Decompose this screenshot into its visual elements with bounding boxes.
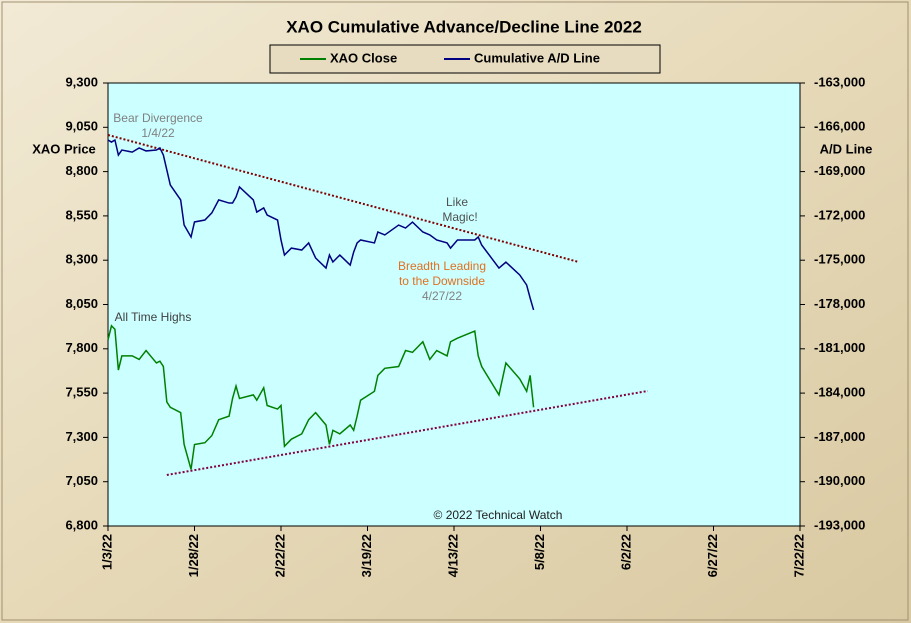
annotation: Breadth Leading [398,259,486,273]
y-tick-label: 8,300 [65,252,98,267]
y-tick-label: 8,800 [65,163,98,178]
plot-area [107,82,801,527]
y-tick-label: 7,800 [65,340,98,355]
series-line [107,324,535,470]
y-tick-label: 9,300 [65,74,98,89]
y-tick-label: 7,300 [65,429,98,444]
x-tick-label: 2/22/22 [272,534,287,577]
y-tick-label: 8,550 [65,207,98,222]
y-tick-label: 8,050 [65,296,98,311]
x-tick-label: 6/27/22 [705,534,720,577]
y2-tick-label: -169,000 [814,163,865,178]
x-tick-label: 5/8/22 [532,534,547,570]
annotation: 1/4/22 [141,126,175,140]
legend-label: Cumulative A/D Line [474,50,600,65]
y-tick-label: 7,550 [65,385,98,400]
x-tick-label: 4/13/22 [445,534,460,577]
y2-tick-label: -184,000 [814,385,865,400]
y-tick-label: 6,800 [65,517,98,532]
x-tick-label: 6/2/22 [618,534,633,570]
y-tick-label: 7,050 [65,473,98,488]
y-axis-label: XAO Price [32,141,96,156]
y2-tick-label: -193,000 [814,517,865,532]
y2-axis-label: A/D Line [820,141,873,156]
y2-tick-label: -181,000 [814,340,865,355]
y-tick-label: 9,050 [65,119,98,134]
trend-line [107,134,579,263]
x-tick-label: 1/3/22 [99,534,114,570]
y2-tick-label: -178,000 [814,296,865,311]
x-tick-label: 3/19/22 [359,534,374,577]
trend-line [166,389,648,476]
annotation: 4/27/22 [422,289,462,303]
chart-title: XAO Cumulative Advance/Decline Line 2022 [286,17,642,36]
annotation: Like [446,195,468,209]
annotation: All Time Highs [115,310,192,324]
legend-label: XAO Close [330,50,397,65]
series-line [107,138,535,311]
annotation: © 2022 Technical Watch [434,508,563,522]
x-tick-label: 7/22/22 [791,534,806,577]
y2-tick-label: -172,000 [814,207,865,222]
y2-tick-label: -166,000 [814,119,865,134]
y2-tick-label: -187,000 [814,429,865,444]
annotation: Bear Divergence [113,111,203,125]
y2-tick-label: -190,000 [814,473,865,488]
x-tick-label: 1/28/22 [186,534,201,577]
y2-tick-label: -163,000 [814,74,865,89]
annotation: to the Downside [399,274,485,288]
y2-tick-label: -175,000 [814,252,865,267]
annotation: Magic! [442,210,477,224]
